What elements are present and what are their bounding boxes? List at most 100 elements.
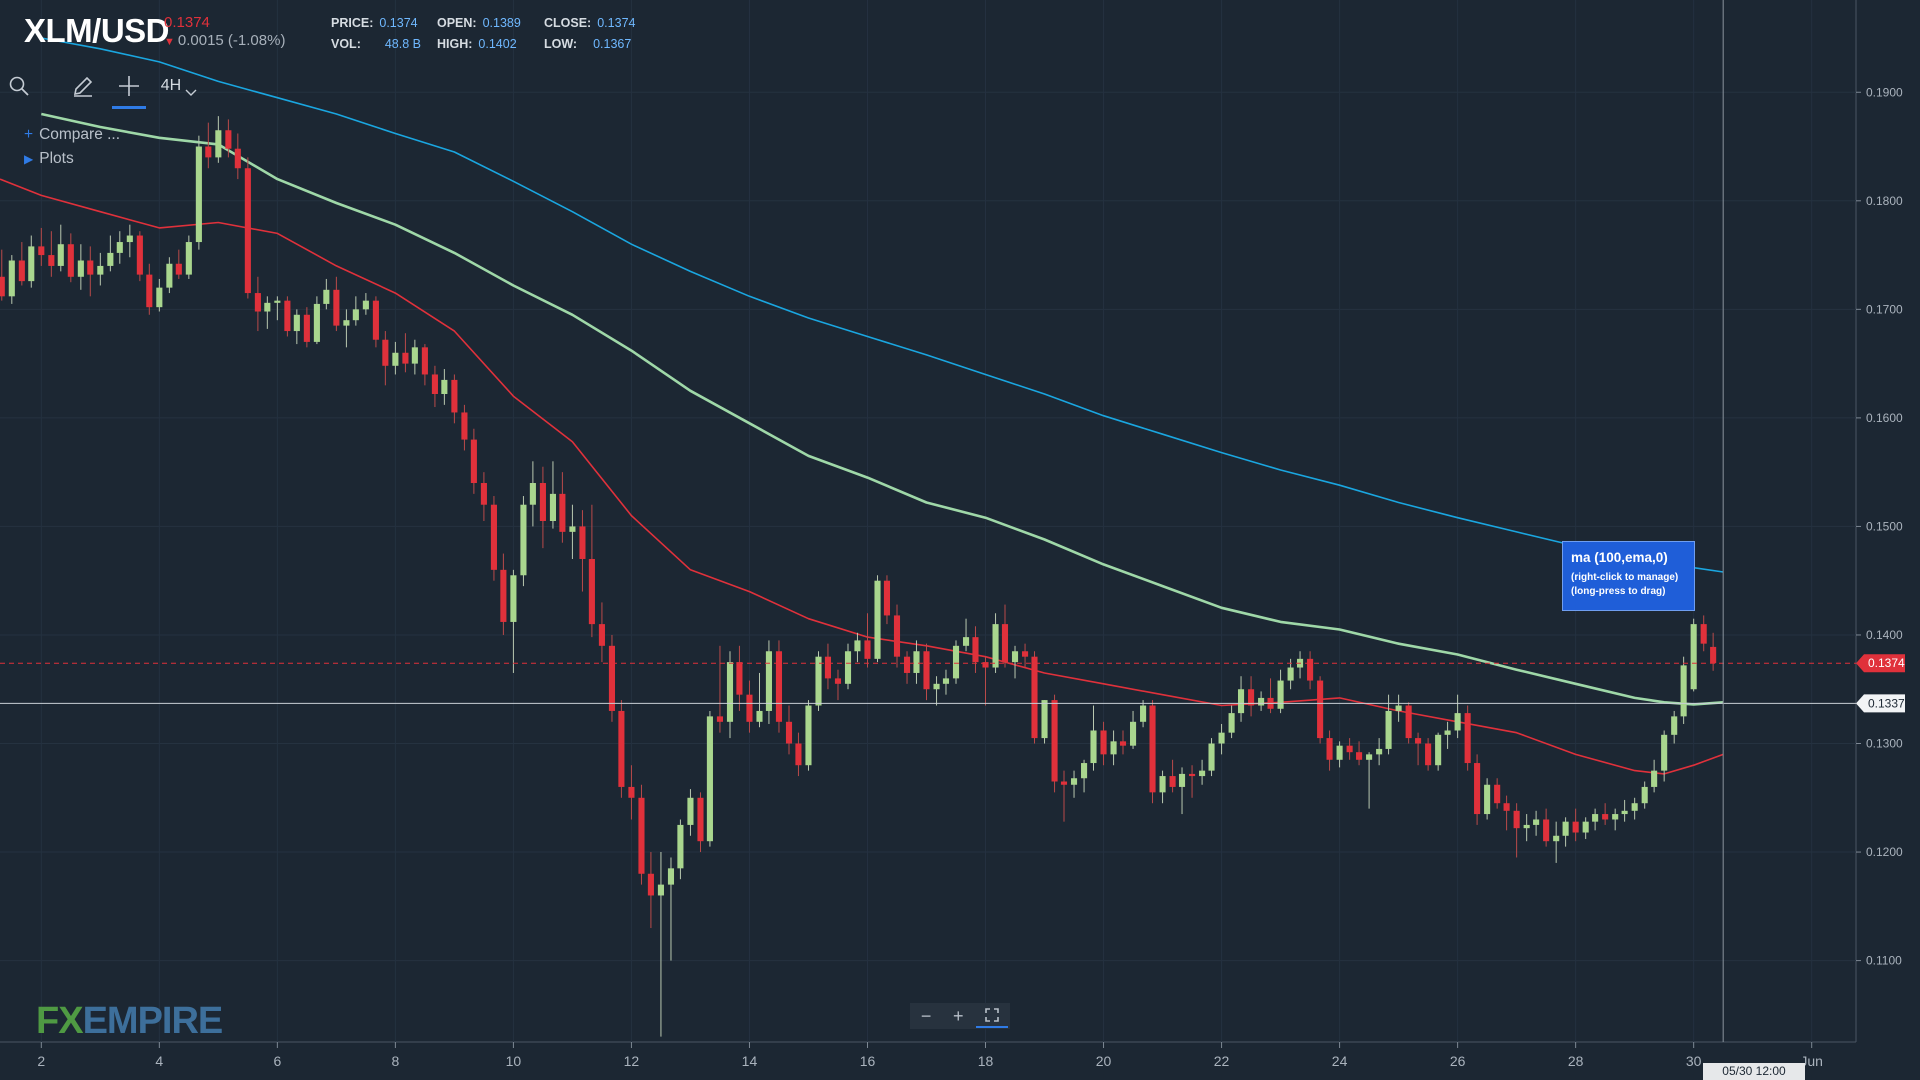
candle-down [775, 640, 783, 733]
candle-down [175, 249, 182, 279]
candle-up [726, 651, 734, 739]
crosshair-price-badge-label: 0.1337 [1868, 696, 1905, 710]
candle-body [588, 558, 595, 625]
candle-up [1287, 658, 1294, 690]
candle-body [1208, 743, 1215, 771]
logo-empire: EMPIRE [82, 1000, 224, 1042]
candle-down [254, 276, 261, 332]
candle-body [559, 493, 566, 532]
x-tick-label: 12 [624, 1053, 640, 1069]
candle-up [942, 669, 950, 695]
candle-body [234, 148, 241, 169]
candle-up [1454, 694, 1461, 739]
candle-down [1543, 808, 1550, 847]
zoom-in-button[interactable]: + [953, 1005, 964, 1026]
candle-down [1474, 754, 1481, 825]
candle-down [864, 613, 871, 668]
candle-down [451, 374, 458, 424]
candle-body [697, 797, 704, 842]
candle-up [529, 461, 536, 527]
chevron-down-icon[interactable] [184, 72, 198, 112]
candle-up [854, 632, 861, 663]
candle-body [225, 130, 232, 149]
candle-body [166, 263, 173, 288]
candle-up [952, 640, 960, 684]
candle-body [1621, 810, 1628, 815]
last-price-badge [1856, 654, 1905, 673]
candle-up [392, 341, 399, 375]
x-tick-label: 2 [37, 1053, 45, 1069]
candle-up [116, 231, 123, 264]
candle-body [175, 263, 182, 275]
candle-up [1110, 730, 1117, 766]
plots-button[interactable]: ▶ Plots [24, 150, 74, 168]
candle-up [1159, 770, 1166, 804]
candle-up [107, 235, 114, 272]
x-axis[interactable]: 2 4 6 8 10 12 14 16 18 20 22 24 26 28 30 Jun [37, 1042, 1823, 1069]
candle-down [244, 157, 251, 299]
price-change: ▼ 0.0015 (-1.08%) [164, 32, 285, 49]
compare-button[interactable]: + Compare ... [24, 126, 120, 144]
search-icon[interactable] [4, 66, 34, 106]
candle-body [57, 244, 64, 266]
candle-body [972, 637, 979, 663]
crosshair-icon[interactable] [114, 66, 144, 106]
chart-toolbar: 4H [0, 66, 205, 110]
candle-body [942, 678, 950, 684]
symbol-title[interactable]: XLM/USD [24, 12, 170, 49]
candle-down [579, 510, 586, 592]
candle-body [726, 662, 734, 722]
last-price-badge-label: 0.1374 [1868, 656, 1905, 670]
candle-body [1395, 705, 1402, 711]
grid-lines [0, 0, 1857, 1043]
candle-body [1366, 754, 1373, 760]
vol-label: VOL: [331, 37, 361, 51]
candle-body [372, 300, 379, 340]
candle-body [1651, 770, 1658, 787]
candle-body [638, 797, 645, 874]
candle-body [1031, 656, 1038, 739]
candle-up [677, 819, 684, 880]
candle-body [579, 526, 586, 559]
candle-down [382, 331, 389, 386]
candle-body [274, 300, 281, 303]
ma-100-ema-line [41, 112, 1724, 706]
candle-down [0, 249, 5, 301]
candle-body [844, 651, 852, 684]
zoom-out-button[interactable]: − [920, 1005, 932, 1026]
pencil-icon[interactable] [68, 66, 98, 106]
y-tick-label: 0.1200 [1866, 845, 1903, 859]
x-tick-label: 26 [1450, 1053, 1466, 1069]
candle-body [736, 662, 743, 695]
candle-body [1100, 730, 1107, 755]
ohlc-vol: VOL: 48.8 B [331, 37, 421, 51]
candle-down [697, 792, 704, 853]
candle-up [687, 789, 694, 836]
fullscreen-icon[interactable] [985, 1006, 999, 1027]
candle-body [1435, 734, 1442, 766]
candle-down [1513, 803, 1520, 858]
candle-body [38, 246, 45, 256]
candle-body [1022, 651, 1029, 657]
zoom-controls: − + [910, 1003, 1010, 1029]
y-axis[interactable]: 0.1900 0.1800 0.1700 0.1600 0.1500 0.1400 0.13… [1856, 85, 1905, 968]
ma-tooltip[interactable]: ma (100,ema,0) (right-click to manage) (… [1562, 541, 1695, 611]
candle-up [185, 235, 192, 279]
candle-up [1218, 723, 1225, 755]
candle-up [844, 643, 852, 690]
candle-body [254, 293, 261, 312]
candle-body [215, 130, 222, 158]
candle-body [67, 244, 74, 277]
x-tick-label: 8 [391, 1053, 399, 1069]
timeframe-selector[interactable]: 4H [160, 77, 182, 94]
candle-body [1700, 624, 1707, 644]
ohlc-close: CLOSE: 0.1374 [544, 16, 635, 30]
candle-up [97, 252, 104, 286]
candle-up [1484, 778, 1491, 820]
fxempire-logo: FXEMPIRE [36, 1000, 224, 1043]
x-tick-label: 24 [1332, 1053, 1348, 1069]
candle-down [1346, 738, 1353, 760]
candle-up [1041, 700, 1048, 744]
candle-body [1671, 716, 1678, 735]
